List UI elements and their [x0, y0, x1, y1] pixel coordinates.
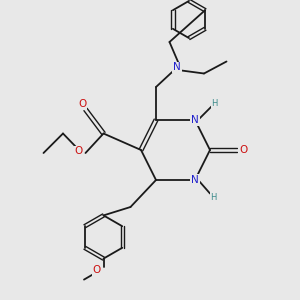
Text: N: N [191, 175, 199, 185]
Text: O: O [239, 145, 247, 155]
Text: N: N [191, 115, 199, 125]
Text: O: O [75, 146, 83, 157]
Text: O: O [93, 265, 101, 275]
Text: H: H [210, 193, 217, 202]
Text: H: H [211, 99, 218, 108]
Text: O: O [78, 99, 87, 109]
Text: N: N [173, 62, 181, 73]
